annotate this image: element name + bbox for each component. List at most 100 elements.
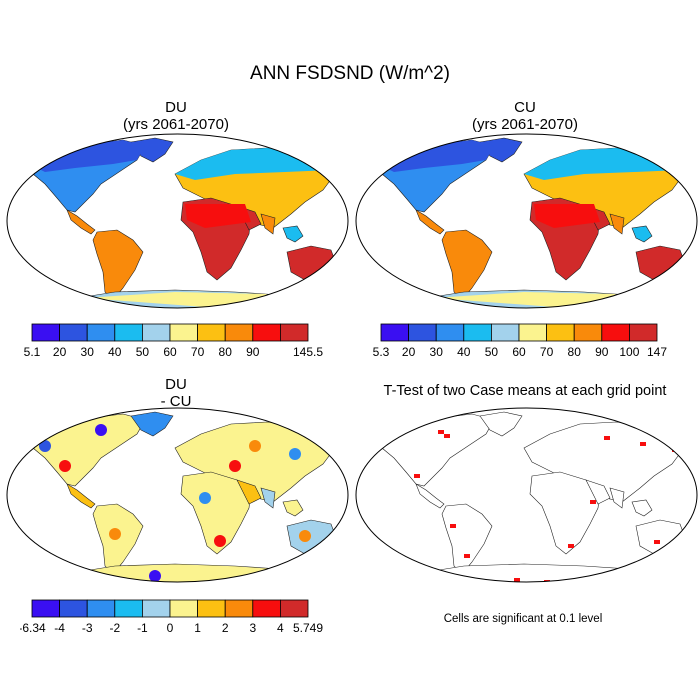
colorbar-du-swatch-8 [252, 323, 281, 342]
colorbar-du-swatch-6 [197, 323, 226, 342]
panel-diff-subtitle: - CU [160, 393, 192, 410]
landmass-seAsia [282, 499, 304, 517]
significant-cell-11 [454, 578, 460, 582]
colorbar-diff-swatch-2 [86, 599, 116, 618]
colorbar-cu-swatch-9 [628, 323, 658, 342]
colorbar-du-label-0: 5.1 [24, 345, 41, 359]
significant-cell-9 [590, 500, 596, 504]
colorbar-du-swatch-9 [279, 323, 309, 342]
region-sahara-hot [534, 204, 600, 228]
ttest-note: Cells are significant at 0.1 level [443, 613, 603, 625]
region-sahara-hot [185, 204, 251, 228]
colorbar-cu-label-1: 20 [402, 345, 416, 359]
colorbar-diff-label-0: -6.34 [20, 621, 46, 635]
diff-anomaly-3 [199, 492, 211, 504]
landmass-greenland [130, 411, 174, 437]
colorbar-du-label-6: 70 [191, 345, 205, 359]
landmass-india [260, 487, 276, 509]
colorbar-cu-swatch-4 [491, 323, 520, 342]
panel-diff-title-block: DU - CU [56, 376, 296, 410]
panel-du-title: DU [165, 99, 187, 116]
colorbar-cu-label-7: 80 [568, 345, 582, 359]
diff-anomaly-2 [109, 528, 121, 540]
colorbar-diff-swatch-7 [224, 599, 254, 618]
colorbar-du-swatch-1 [59, 323, 88, 342]
colorbar-cu-label-3: 40 [457, 345, 471, 359]
colorbar-diff: -6.34 -4 -3 -2 -1 0 1 2 3 4 5.749 [20, 599, 323, 635]
colorbar-diff-swatch-4 [142, 599, 171, 618]
colorbar-cu-swatch-1 [408, 323, 437, 342]
colorbar-cu-swatch-3 [463, 323, 492, 342]
colorbar-diff-swatch-5 [169, 599, 199, 618]
colorbar-diff-swatch-8 [252, 599, 281, 618]
landmass-seAsia [631, 499, 653, 517]
colorbar-diff-label-1: -4 [54, 621, 65, 635]
landmass-arabia [236, 479, 262, 505]
landmass-centralAmerica [415, 483, 445, 509]
landmass-india [609, 213, 625, 235]
landmass-arabia [585, 479, 611, 505]
figure-title: ANN FSDSND (W/m^2) [250, 63, 450, 84]
significant-cell-2 [604, 436, 610, 440]
landmass-greenland [479, 137, 523, 163]
significant-cell-12 [514, 578, 520, 582]
diff-anomaly-8 [299, 530, 311, 542]
colorbar-du-swatch-5 [169, 323, 199, 342]
map-cu [355, 133, 698, 309]
colorbar-cu-label-5: 60 [512, 345, 526, 359]
colorbar-diff-label-6: 1 [194, 621, 201, 635]
colorbar-cu-swatch-5 [518, 323, 548, 342]
map-ttest [355, 407, 698, 583]
colorbar-du-label-4: 50 [136, 345, 150, 359]
map-border [6, 133, 349, 309]
landmass-greenland [479, 411, 523, 437]
significant-cell-14 [594, 576, 600, 580]
colorbar-du-label-9: 145.5 [293, 345, 323, 359]
significant-cell-3 [640, 442, 646, 446]
colorbar-cu-label-0: 5.3 [373, 345, 390, 359]
diff-anomaly-5 [289, 448, 301, 460]
map-diff [6, 407, 349, 583]
colorbar-cu-label-6: 70 [540, 345, 554, 359]
significant-cell-1 [444, 434, 450, 438]
colorbar-diff-swatch-6 [197, 599, 226, 618]
colorbar-cu-label-9: 100 [619, 345, 639, 359]
panel-du-title-block: DU (yrs 2061-2070) [56, 99, 296, 133]
colorbar-diff-label-8: 3 [249, 621, 256, 635]
significant-cell-7 [464, 554, 470, 558]
landmass-india [609, 487, 625, 509]
colorbar-du-label-3: 40 [108, 345, 122, 359]
colorbar-du-label-2: 30 [81, 345, 95, 359]
region-north-cool [374, 140, 494, 172]
landmass-centralAmerica [66, 209, 96, 235]
colorbar-du-swatch-4 [142, 323, 171, 342]
colorbar-cu-label-4: 50 [485, 345, 499, 359]
colorbar-du-label-7: 80 [219, 345, 233, 359]
panel-diff-title: DU [165, 376, 187, 393]
diff-anomaly-0 [39, 440, 51, 452]
landmass-seAsia [282, 225, 304, 243]
panel-ttest-title: T-Test of two Case means at each grid po… [383, 383, 667, 399]
map-du [6, 133, 349, 309]
significant-cell-5 [414, 474, 420, 478]
colorbar-diff-label-7: 2 [222, 621, 229, 635]
colorbar-diff-label-10: 5.749 [293, 621, 323, 635]
panel-du-subtitle: (yrs 2061-2070) [123, 116, 229, 133]
landmass-greenland [130, 137, 174, 163]
significant-cell-0 [438, 430, 444, 434]
colorbar-du-swatch-2 [86, 323, 116, 342]
colorbar-cu-swatch-2 [435, 323, 465, 342]
map-border [355, 133, 698, 309]
landmass-seAsia [631, 225, 653, 243]
colorbar-cu-swatch-8 [601, 323, 630, 342]
significant-cell-10 [654, 540, 660, 544]
diff-anomaly-9 [95, 424, 107, 436]
panel-cu-subtitle: (yrs 2061-2070) [472, 116, 578, 133]
colorbar-cu-label-10: 147 [647, 345, 667, 359]
colorbar-diff-swatch-9 [279, 599, 309, 618]
map-border [6, 407, 349, 583]
colorbar-diff-swatch-1 [59, 599, 88, 618]
colorbar-du-label-8: 90 [246, 345, 260, 359]
colorbar-diff-label-4: -1 [137, 621, 148, 635]
colorbar-diff-label-2: -3 [82, 621, 93, 635]
